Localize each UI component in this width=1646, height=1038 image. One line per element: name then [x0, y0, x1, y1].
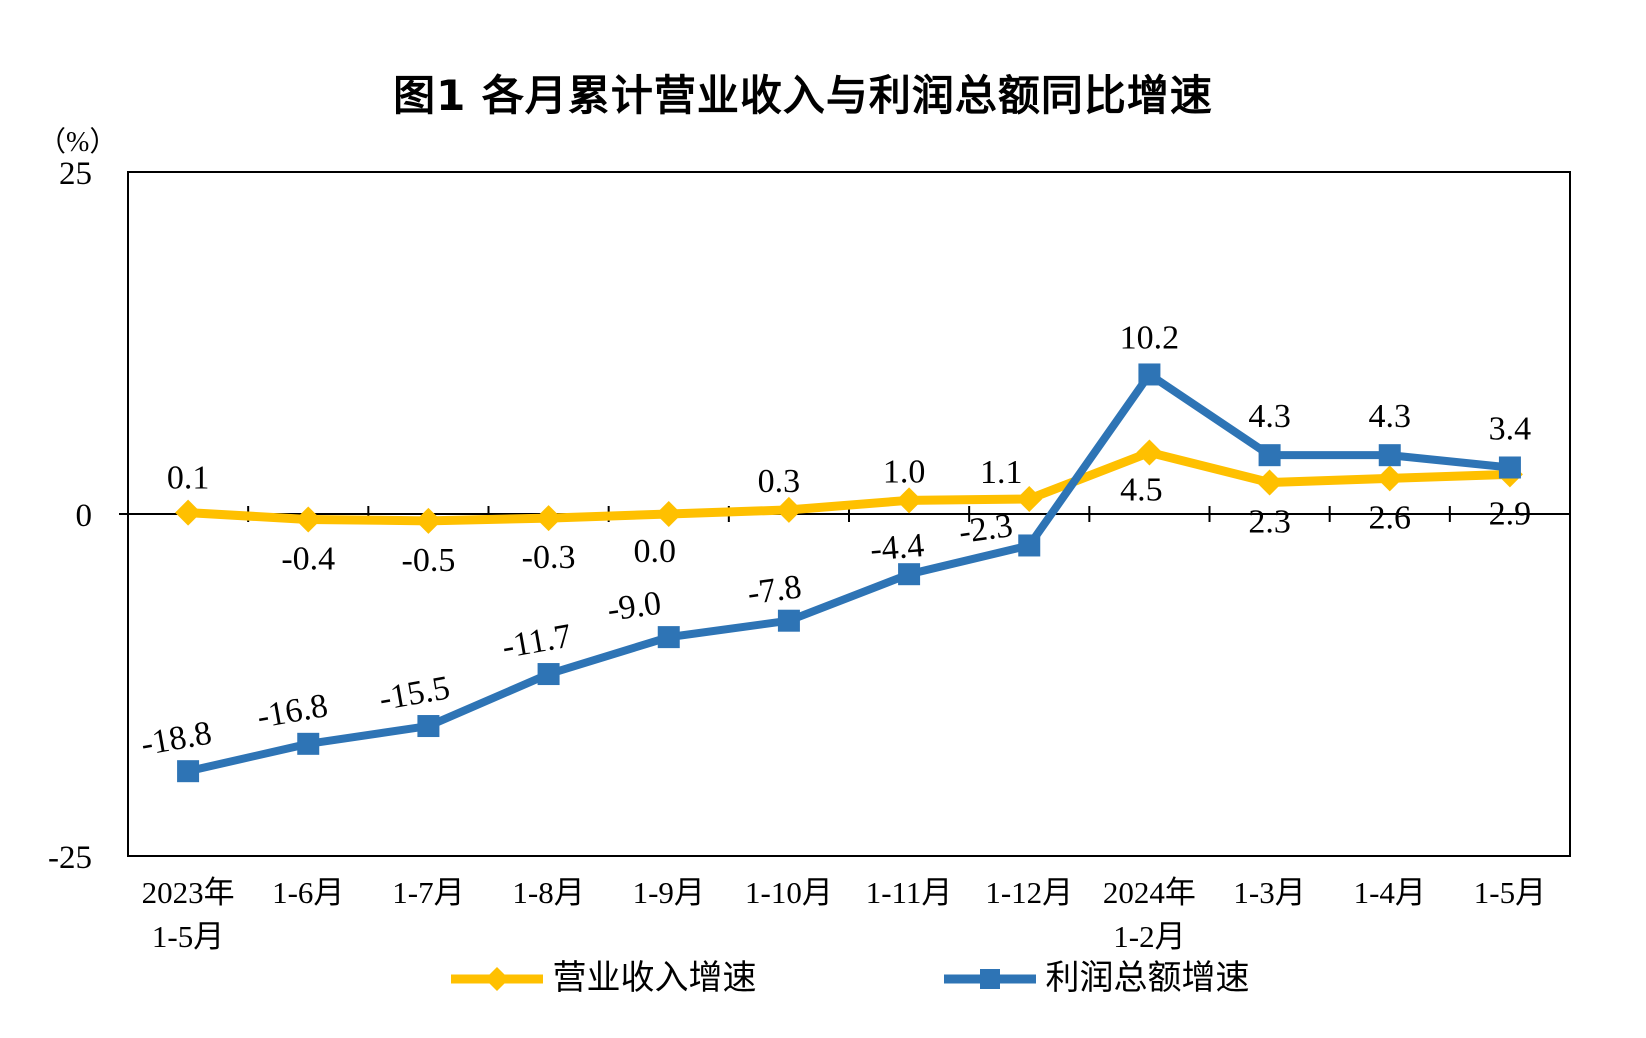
profit-growth-line	[184, 370, 1514, 776]
data-label: 0.1	[167, 460, 210, 497]
diamond-legend-marker-icon	[450, 967, 543, 991]
data-label: -2.3	[957, 507, 1015, 551]
square-legend-marker-icon	[943, 969, 1036, 989]
data-label: 1.1	[980, 454, 1023, 491]
data-label: -0.5	[402, 542, 456, 579]
square-marker	[1138, 363, 1161, 386]
revenue-growth-line	[183, 447, 1515, 526]
legend-label-profit-growth: 利润总额增速	[1045, 960, 1250, 997]
y-axis-tick-label: -25	[48, 840, 92, 876]
data-label: 2.9	[1489, 495, 1532, 532]
data-label: 4.5	[1120, 471, 1163, 508]
square-marker	[777, 609, 800, 632]
data-label: -18.8	[138, 714, 214, 763]
square-marker	[177, 760, 200, 783]
data-label: 0.0	[634, 533, 677, 570]
x-axis-label: 1-8月	[512, 875, 584, 910]
square-marker	[898, 563, 921, 586]
data-label: 3.4	[1489, 410, 1532, 447]
legend-item-profit-growth: 利润总额增速	[942, 962, 1250, 996]
x-axis-label: 1-12月	[985, 875, 1073, 910]
data-label: 1.0	[883, 453, 926, 490]
data-label: 4.3	[1248, 398, 1291, 435]
diamond-marker	[896, 487, 923, 514]
square-marker	[1498, 456, 1521, 479]
data-label: -0.4	[281, 540, 335, 577]
data-label: -15.5	[377, 669, 453, 718]
profit-growth-legend-swatch-icon	[942, 963, 1038, 995]
x-axis-label: 1-5月	[152, 919, 224, 954]
diamond-marker	[655, 501, 682, 527]
chart-title: 图1 各月累计营业收入与利润总额同比增速	[393, 71, 1213, 120]
diamond-marker	[775, 496, 802, 523]
data-label: 0.3	[758, 463, 801, 500]
y-axis-tick-label: 25	[59, 156, 92, 192]
y-axis-unit-label: （%）	[38, 127, 118, 158]
x-axis-label: 1-7月	[392, 875, 464, 910]
square-icon	[979, 969, 1000, 989]
square-marker	[657, 626, 680, 649]
legend-label-revenue-growth: 营业收入增速	[552, 960, 757, 997]
x-axis-label: 1-3月	[1233, 875, 1305, 910]
square-marker	[297, 732, 320, 755]
diamond-marker	[415, 507, 442, 534]
y-axis-tick-label: 0	[76, 498, 93, 534]
data-label: -16.8	[254, 687, 330, 736]
data-label: -0.3	[522, 539, 576, 576]
x-axis-label: 1-11月	[866, 875, 953, 910]
x-axis-label: 1-10月	[745, 875, 833, 910]
x-axis-label: 1-5月	[1474, 875, 1546, 910]
legend-item-revenue-growth: 营业收入增速	[449, 962, 757, 996]
data-label: -4.4	[869, 527, 926, 569]
diamond-marker	[1136, 439, 1163, 466]
diamond-marker	[1016, 485, 1043, 512]
x-axis-label: 1-6月	[272, 875, 344, 910]
square-marker	[1378, 444, 1401, 467]
diamond-marker	[175, 499, 202, 526]
diamond-marker	[1256, 469, 1283, 496]
chart-legend: 营业收入增速 利润总额增速	[128, 962, 1570, 996]
data-label: 4.3	[1369, 398, 1412, 435]
revenue-growth-legend-swatch-icon	[449, 963, 545, 995]
data-label: -9.0	[605, 585, 663, 629]
diamond-icon	[484, 967, 509, 991]
x-axis-label: 2023年	[142, 875, 235, 910]
data-label: -11.7	[499, 617, 574, 666]
square-marker	[1258, 444, 1281, 467]
data-label: -7.8	[745, 568, 803, 612]
diamond-marker	[1376, 465, 1403, 492]
diamond-marker	[295, 506, 322, 533]
diamond-marker	[535, 505, 562, 532]
square-marker	[537, 663, 560, 686]
data-label: 10.2	[1120, 319, 1180, 356]
square-marker	[1018, 534, 1041, 557]
x-axis-label: 1-2月	[1113, 919, 1185, 954]
square-marker	[417, 715, 440, 738]
data-label: 2.6	[1369, 499, 1412, 536]
x-axis-label: 2024年	[1103, 875, 1196, 910]
x-axis-label: 1-9月	[633, 875, 705, 910]
x-axis-label: 1-4月	[1354, 875, 1426, 910]
data-label: 2.3	[1248, 504, 1291, 541]
